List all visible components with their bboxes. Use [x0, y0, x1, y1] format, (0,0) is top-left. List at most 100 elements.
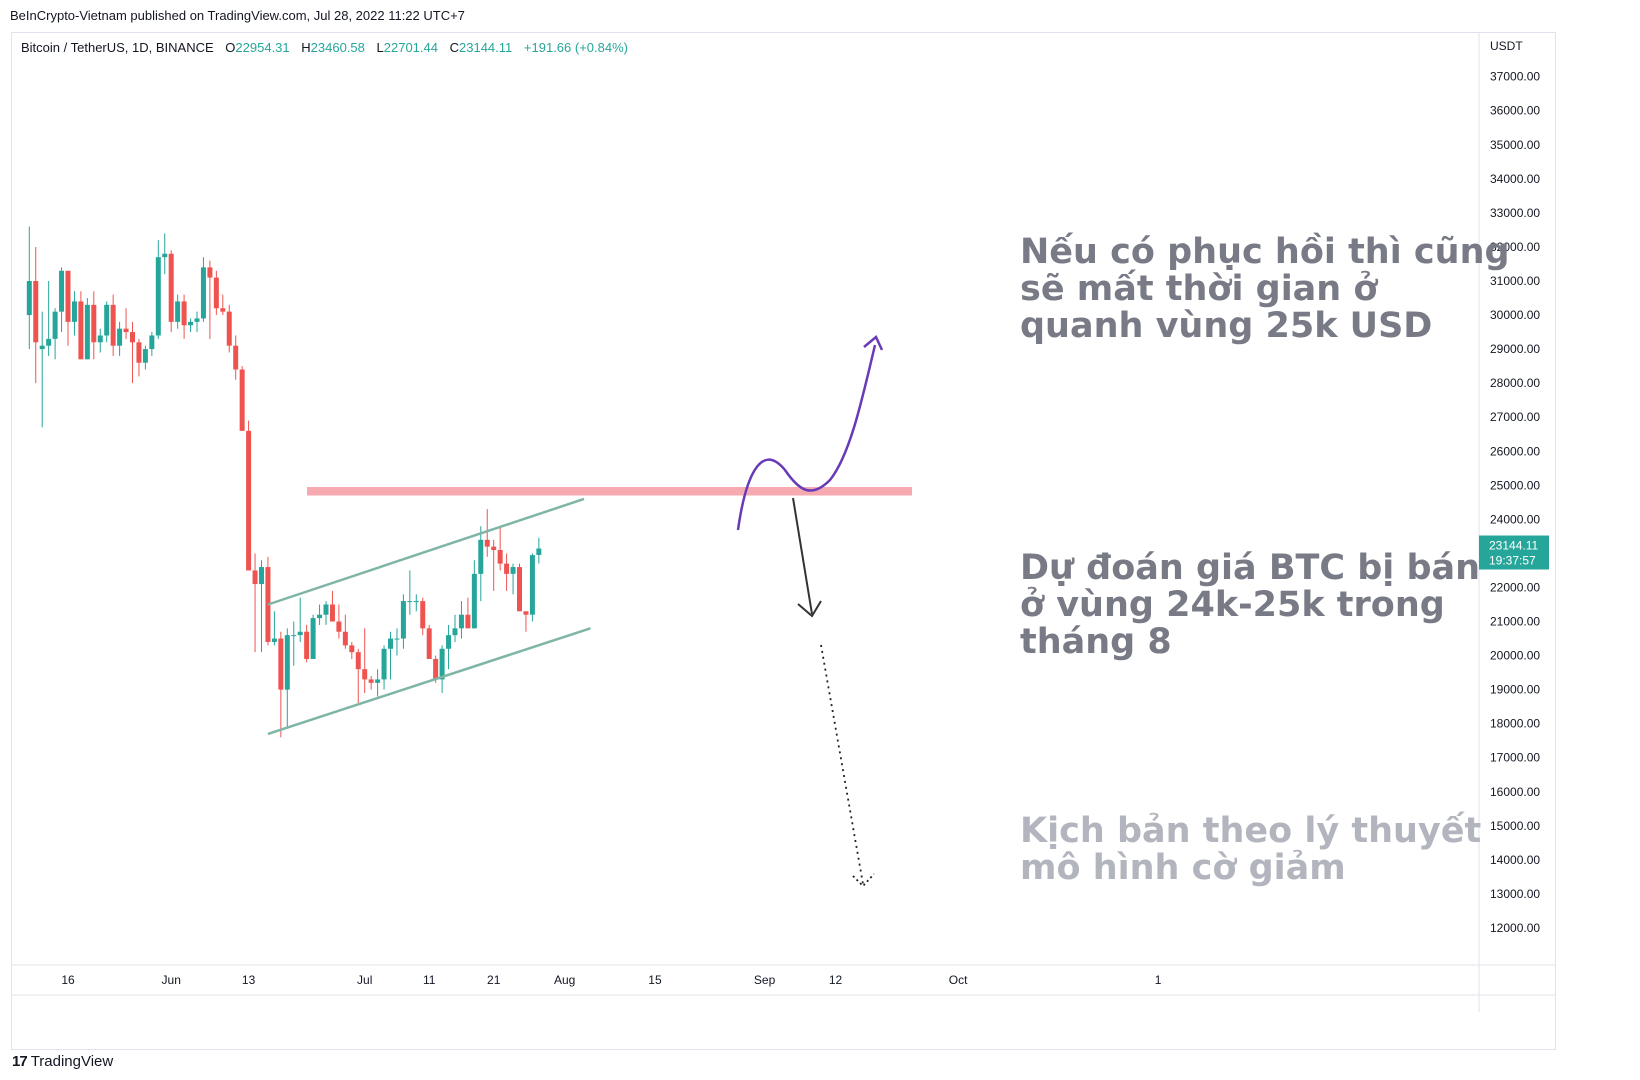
candle: [446, 624, 452, 670]
candle: [194, 311, 200, 333]
candle: [78, 291, 84, 360]
candle-body: [291, 635, 297, 637]
candle: [323, 601, 329, 625]
candle: [394, 628, 400, 656]
candle: [304, 624, 310, 663]
candle-body: [504, 563, 510, 574]
candle-body: [168, 253, 174, 322]
symbol-name: Bitcoin / TetherUS, 1D, BINANCE: [21, 40, 214, 55]
candle: [149, 332, 155, 356]
candle: [413, 594, 419, 612]
price-axis-currency: USDT: [1490, 39, 1523, 53]
candle-body: [259, 567, 264, 585]
candle-body: [239, 369, 245, 431]
candle: [265, 556, 271, 646]
candle: [478, 526, 484, 602]
price-tick-label: 14000.00: [1490, 853, 1540, 867]
candle-body: [26, 281, 32, 316]
candle-body: [407, 601, 413, 603]
symbol-info: Bitcoin / TetherUS, 1D, BINANCE O22954.3…: [21, 40, 628, 55]
target-dotted-arrow[interactable]: [820, 644, 864, 885]
open-value: 22954.31: [235, 40, 290, 55]
candle: [104, 301, 110, 343]
candle-body: [420, 601, 426, 629]
candle: [426, 624, 432, 659]
resistance-zone[interactable]: [307, 487, 912, 496]
tradingview-logo-text: TradingView: [30, 1053, 114, 1070]
time-tick-label: Aug: [554, 973, 575, 987]
time-tick-label: 1: [1155, 973, 1162, 987]
candle-body: [310, 618, 316, 659]
close-label: C: [449, 40, 460, 55]
candle-body: [452, 628, 458, 636]
candle: [310, 614, 316, 659]
price-tick-label: 19000.00: [1490, 683, 1540, 697]
candle: [259, 560, 264, 653]
candle-body: [278, 638, 284, 690]
high-value: 23460.58: [310, 40, 365, 55]
price-tick-label: 15000.00: [1490, 819, 1540, 833]
recovery-path[interactable]: [736, 344, 877, 531]
candle-body: [342, 631, 348, 646]
price-tick-label: 28000.00: [1490, 376, 1540, 390]
candle-body: [65, 270, 71, 322]
candle-body: [142, 349, 148, 363]
candle-body: [91, 304, 97, 343]
candle: [317, 604, 323, 625]
price-tick-label: 18000.00: [1490, 717, 1540, 731]
candle: [504, 553, 510, 591]
candle: [226, 304, 232, 353]
candle: [26, 226, 32, 350]
candle: [97, 328, 103, 353]
published-by-text: BeInCrypto-Vietnam published on TradingV…: [10, 8, 465, 23]
candle-body: [536, 548, 542, 555]
candle-body: [368, 679, 374, 683]
time-tick-label: 11: [423, 973, 436, 987]
candle-body: [388, 638, 393, 649]
tradingview-logo-icon: 17: [12, 1053, 28, 1070]
candle: [136, 338, 142, 377]
candle-body: [317, 614, 323, 619]
candle: [52, 308, 58, 360]
candle-body: [478, 539, 484, 574]
channel-upper-line[interactable]: [267, 497, 585, 606]
candle: [246, 420, 252, 571]
candle: [239, 366, 245, 431]
candle-body: [39, 345, 45, 350]
candle-body: [284, 635, 290, 690]
candle: [271, 611, 277, 646]
candle: [200, 257, 206, 322]
candle-body: [194, 318, 200, 322]
annotation-line: Nếu có phục hồi thì cũng: [1020, 232, 1510, 272]
candle-body: [149, 335, 155, 350]
candle-body: [458, 614, 464, 629]
candle-body: [188, 321, 194, 326]
candle-body: [484, 539, 490, 547]
candle: [188, 318, 194, 333]
candle: [207, 260, 213, 339]
high-label: H: [301, 40, 311, 55]
candle-body: [439, 648, 445, 680]
recovery-arrow-head: [863, 334, 884, 351]
candle-body: [355, 652, 361, 670]
candle: [388, 631, 393, 680]
annotation-line: ở vùng 24k-25k trong: [1020, 585, 1445, 625]
candle: [368, 676, 374, 690]
last-price-label: 23144.11: [1489, 539, 1538, 553]
price-tick-label: 36000.00: [1490, 104, 1540, 118]
candle: [355, 648, 361, 704]
candle: [220, 294, 226, 316]
candle-body: [110, 304, 116, 346]
candle: [142, 345, 148, 370]
candle-body: [362, 669, 368, 680]
annotation-line: quanh vùng 25k USD: [1020, 306, 1433, 346]
candle-body: [136, 342, 142, 363]
candle-body: [175, 301, 181, 322]
sell-arrow[interactable]: [792, 497, 813, 615]
price-tick-label: 35000.00: [1490, 138, 1540, 152]
candle-body: [155, 257, 161, 336]
candle-body: [123, 328, 129, 333]
tradingview-logo[interactable]: 17 TradingView: [12, 1053, 113, 1070]
channel-lower-line[interactable]: [267, 627, 591, 736]
